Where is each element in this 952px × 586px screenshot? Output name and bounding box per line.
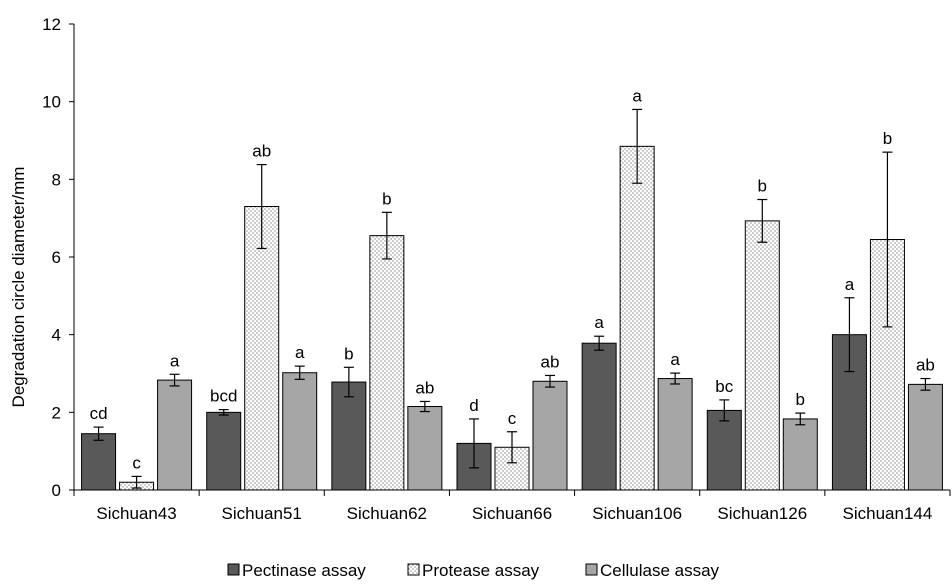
bar bbox=[206, 411, 242, 491]
y-tick-label: 0 bbox=[52, 481, 61, 500]
significance-label: a bbox=[170, 351, 180, 370]
x-tick-label: Sichuan62 bbox=[347, 504, 427, 523]
bar bbox=[369, 235, 405, 491]
bar bbox=[81, 433, 117, 491]
bar bbox=[907, 383, 943, 491]
legend-swatch bbox=[227, 563, 240, 576]
bar bbox=[407, 406, 443, 491]
significance-label: ab bbox=[252, 142, 271, 161]
legend-swatch bbox=[585, 563, 598, 576]
significance-label: b bbox=[758, 177, 767, 196]
y-tick-label: 4 bbox=[52, 326, 61, 345]
significance-label: b bbox=[344, 344, 353, 363]
significance-label: c bbox=[508, 409, 517, 428]
bar bbox=[282, 372, 318, 491]
y-tick-label: 2 bbox=[52, 403, 61, 422]
significance-label: a bbox=[295, 343, 305, 362]
significance-label: a bbox=[594, 313, 604, 332]
legend-label: Cellulase assay bbox=[600, 561, 720, 580]
significance-label: d bbox=[469, 396, 478, 415]
y-tick-label: 6 bbox=[52, 248, 61, 267]
x-tick-label: Sichuan43 bbox=[96, 504, 176, 523]
legend-label: Protease assay bbox=[422, 561, 540, 580]
x-tick-label: Sichuan126 bbox=[717, 504, 807, 523]
significance-label: cd bbox=[90, 404, 108, 423]
x-tick-label: Sichuan144 bbox=[843, 504, 933, 523]
bar bbox=[706, 409, 742, 491]
significance-label: ab bbox=[916, 356, 935, 375]
y-tick-label: 10 bbox=[42, 93, 61, 112]
bar bbox=[532, 380, 568, 491]
significance-label: b bbox=[883, 129, 892, 148]
bar bbox=[244, 206, 280, 491]
bar bbox=[619, 145, 655, 491]
x-tick-label: Sichuan106 bbox=[592, 504, 682, 523]
significance-label: a bbox=[632, 86, 642, 105]
legend-label: Pectinase assay bbox=[242, 561, 366, 580]
y-axis-title: Degradation circle diameter/mm bbox=[9, 167, 28, 408]
bar bbox=[657, 378, 693, 491]
significance-label: b bbox=[382, 189, 391, 208]
significance-label: bcd bbox=[210, 387, 237, 406]
significance-label: bc bbox=[715, 377, 733, 396]
x-tick-label: Sichuan66 bbox=[472, 504, 552, 523]
bar bbox=[157, 379, 193, 491]
significance-label: b bbox=[796, 390, 805, 409]
significance-label: c bbox=[132, 453, 141, 472]
bar bbox=[331, 381, 367, 491]
y-tick-label: 12 bbox=[42, 15, 61, 34]
bar bbox=[581, 342, 617, 491]
x-tick-label: Sichuan51 bbox=[222, 504, 302, 523]
significance-label: a bbox=[845, 275, 855, 294]
legend-swatch bbox=[407, 563, 420, 576]
significance-label: ab bbox=[415, 378, 434, 397]
y-tick-label: 8 bbox=[52, 170, 61, 189]
significance-label: a bbox=[670, 350, 680, 369]
bar bbox=[744, 220, 780, 491]
significance-label: ab bbox=[541, 352, 560, 371]
bar bbox=[782, 418, 818, 491]
